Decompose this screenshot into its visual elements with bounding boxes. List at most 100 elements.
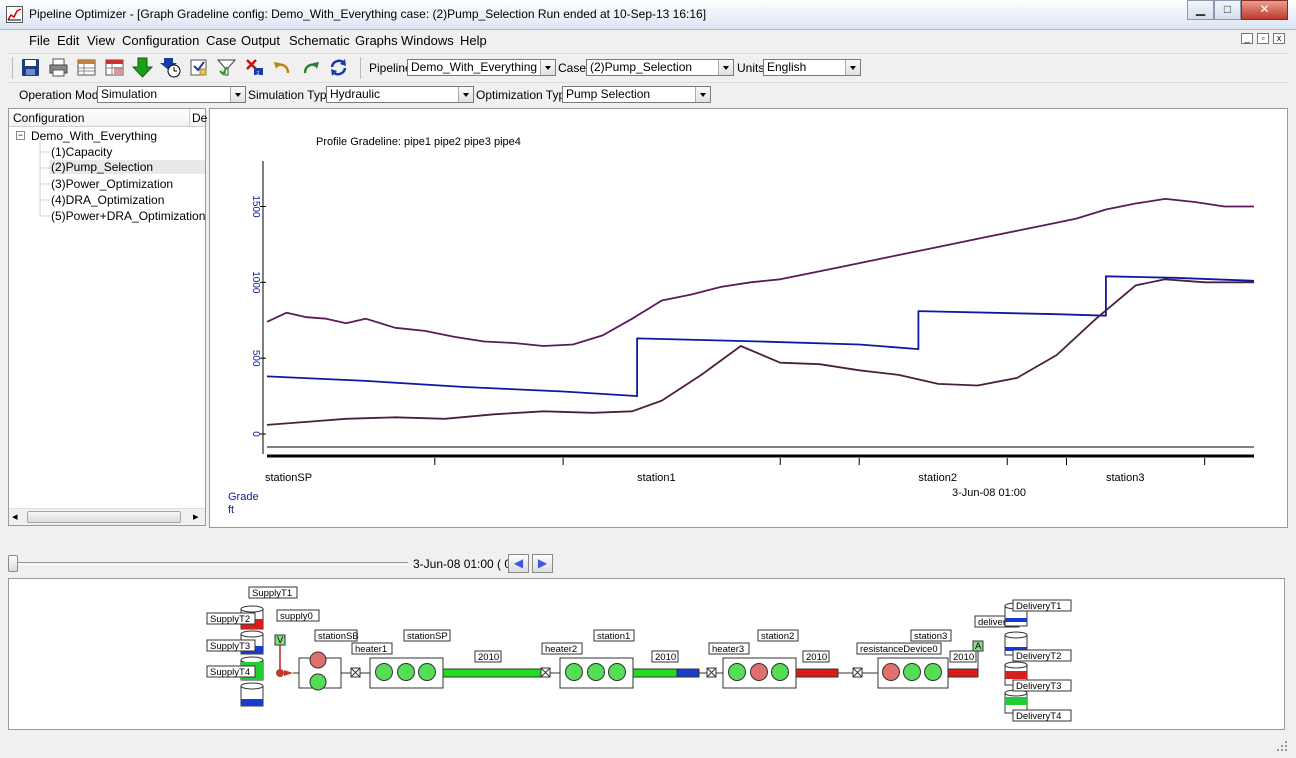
- pipe-3[interactable]: [795, 668, 839, 678]
- scroll-right-icon[interactable]: ▸: [193, 511, 199, 523]
- pump-icon[interactable]: [309, 673, 327, 691]
- supply-junction[interactable]: [276, 669, 284, 677]
- export-icon[interactable]: [188, 57, 209, 78]
- chevron-down-icon[interactable]: [845, 60, 860, 75]
- supply-tank-t4[interactable]: [240, 682, 264, 707]
- pipe-2[interactable]: [632, 668, 678, 678]
- menu-graphs[interactable]: Graphs: [355, 33, 398, 48]
- pipe-4[interactable]: [947, 668, 979, 678]
- refresh-icon[interactable]: [328, 57, 349, 78]
- pump-icon[interactable]: [771, 663, 789, 681]
- label-box: [474, 650, 502, 663]
- grid-icon[interactable]: [104, 57, 125, 78]
- pump-icon[interactable]: [587, 663, 605, 681]
- tree-horizontal-scrollbar[interactable]: ◂ ▸: [9, 508, 205, 525]
- pump-icon[interactable]: [903, 663, 921, 681]
- next-time-button[interactable]: ▶: [532, 554, 553, 573]
- label-box: [910, 629, 952, 642]
- supply-label-t3: SupplyT3: [210, 641, 250, 652]
- pipeline-label: Pipeline: [369, 61, 412, 75]
- chevron-down-icon[interactable]: [718, 60, 733, 75]
- redo-icon[interactable]: [300, 57, 321, 78]
- chevron-down-icon[interactable]: [458, 87, 473, 102]
- case-select[interactable]: (2)Pump_Selection: [586, 59, 734, 76]
- pump-icon[interactable]: [924, 663, 942, 681]
- menu-view[interactable]: View: [87, 33, 115, 48]
- close-button[interactable]: ✕: [1241, 0, 1288, 20]
- schedule-clock-icon[interactable]: [160, 57, 181, 78]
- menu-configuration[interactable]: Configuration: [122, 33, 200, 48]
- label-box: [206, 612, 256, 625]
- label-box: [651, 650, 679, 663]
- timeline-track[interactable]: [8, 562, 408, 565]
- clear-filter-icon[interactable]: z: [244, 57, 265, 78]
- simulation-type-label: Simulation Type: [248, 88, 334, 102]
- chevron-down-icon[interactable]: [695, 87, 710, 102]
- tree-column-de[interactable]: De: [192, 111, 208, 125]
- menu-edit[interactable]: Edit: [57, 33, 80, 48]
- minimize-button[interactable]: ▁: [1187, 0, 1214, 20]
- operation-mode-select[interactable]: Simulation: [97, 86, 246, 103]
- menu-file[interactable]: File: [29, 33, 50, 48]
- menu-case[interactable]: Case: [206, 33, 237, 48]
- optimization-type-select[interactable]: Pump Selection: [562, 86, 711, 103]
- save-icon[interactable]: [20, 57, 41, 78]
- tree-item-power-dra-optimization[interactable]: (5)Power+DRA_Optimization: [51, 209, 206, 223]
- label-box: [593, 629, 635, 642]
- menu-windows[interactable]: Windows: [401, 33, 454, 48]
- column-divider[interactable]: [189, 109, 190, 126]
- operation-mode-value: Simulation: [101, 87, 158, 101]
- menu-help[interactable]: Help: [460, 33, 487, 48]
- delivery-label-t4: DeliveryT4: [1016, 711, 1061, 722]
- print-icon[interactable]: [48, 57, 69, 78]
- timeline-thumb[interactable]: [8, 555, 18, 572]
- mdi-restore-button[interactable]: ▫: [1257, 33, 1269, 44]
- pipe-2-batch[interactable]: [676, 668, 700, 678]
- station-label-3: station3: [914, 631, 947, 642]
- tree-item-power-optimization[interactable]: (3)Power_Optimization: [51, 177, 174, 191]
- pump-icon[interactable]: [309, 651, 327, 669]
- units-select[interactable]: English: [763, 59, 861, 76]
- resize-grip-icon[interactable]: [1276, 740, 1288, 752]
- pipeline-schematic: SupplyT1 SupplyT2 SupplyT3 SupplyT4 supp…: [8, 578, 1285, 730]
- tree-collapse-toggle[interactable]: −: [16, 130, 25, 140]
- scroll-left-icon[interactable]: ◂: [12, 511, 18, 523]
- tree-column-configuration[interactable]: Configuration: [13, 111, 85, 125]
- tree-item-capacity[interactable]: (1)Capacity: [51, 145, 113, 159]
- pump-icon[interactable]: [375, 663, 393, 681]
- chevron-down-icon[interactable]: [540, 60, 555, 75]
- mdi-minimize-button[interactable]: _: [1241, 33, 1253, 44]
- pump-icon[interactable]: [608, 663, 626, 681]
- pump-icon[interactable]: [750, 663, 768, 681]
- tree-scroll-thumb[interactable]: [27, 511, 181, 523]
- tree-item-pump-selection[interactable]: (2)Pump_Selection: [49, 160, 205, 174]
- filter-icon[interactable]: [216, 57, 237, 78]
- heater-x-icon: [350, 667, 361, 678]
- undo-icon[interactable]: [272, 57, 293, 78]
- simulation-type-value: Hydraulic: [330, 87, 381, 101]
- tree-root[interactable]: Demo_With_Everything: [31, 129, 158, 143]
- run-down-arrow-icon[interactable]: [132, 57, 153, 78]
- label-box: [757, 629, 799, 642]
- chevron-down-icon[interactable]: [230, 87, 245, 102]
- menu-output[interactable]: Output: [241, 33, 281, 48]
- simulation-type-select[interactable]: Hydraulic: [326, 86, 474, 103]
- pump-icon[interactable]: [397, 663, 415, 681]
- label-box: [541, 642, 583, 655]
- mdi-close-button[interactable]: x: [1273, 33, 1285, 44]
- table-icon[interactable]: [76, 57, 97, 78]
- pump-icon[interactable]: [418, 663, 436, 681]
- timeline-timestamp: 3-Jun-08 01:00 ( 0 ): [413, 557, 519, 571]
- pump-icon[interactable]: [565, 663, 583, 681]
- previous-time-button[interactable]: ◀: [508, 554, 529, 573]
- pump-icon[interactable]: [728, 663, 746, 681]
- tree-item-dra-optimization[interactable]: (4)DRA_Optimization: [51, 193, 165, 207]
- pipe-1[interactable]: [442, 668, 544, 678]
- pipeline-select[interactable]: Demo_With_Everything: [407, 59, 556, 76]
- delivery-tank-t2[interactable]: [1004, 631, 1028, 656]
- pump-icon[interactable]: [882, 663, 900, 681]
- y-tick-label: 500: [250, 350, 261, 367]
- menu-schematic[interactable]: Schematic: [289, 33, 350, 48]
- maximize-button[interactable]: □: [1214, 0, 1241, 20]
- supply-node-label: supply0: [280, 611, 313, 622]
